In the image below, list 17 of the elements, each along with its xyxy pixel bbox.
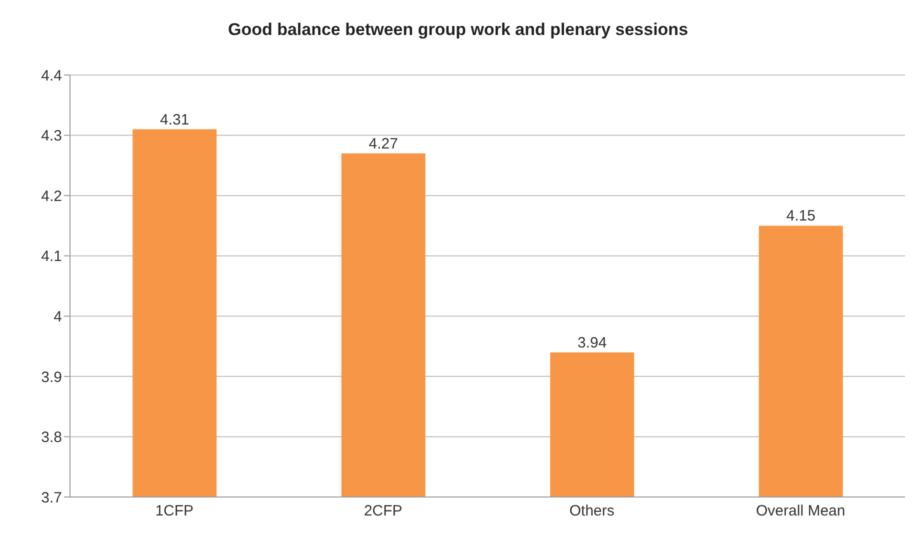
x-tick-label: 2CFP [364, 502, 402, 520]
x-tick-label: 1CFP [155, 502, 194, 520]
y-tick-label: 3.8 [41, 429, 62, 446]
y-tick-label: 4.4 [41, 67, 62, 84]
data-label: 4.15 [786, 208, 816, 225]
data-label: 3.94 [578, 334, 607, 352]
y-tick-label: 3.7 [41, 489, 62, 506]
chart-title: Good balance between group work and plenary sessions [226, 19, 690, 41]
y-tick-label: 4.3 [41, 128, 62, 145]
x-tick-label: Others [569, 502, 614, 520]
y-tick-label: 4 [54, 308, 62, 326]
data-label: 4.31 [160, 111, 190, 128]
y-tick-label: 3.9 [41, 368, 62, 386]
x-tick-label: Overall Mean [756, 502, 846, 520]
y-tick-label: 4.2 [41, 188, 62, 205]
data-label: 4.27 [368, 135, 398, 152]
y-tick-label: 4.1 [41, 248, 62, 266]
